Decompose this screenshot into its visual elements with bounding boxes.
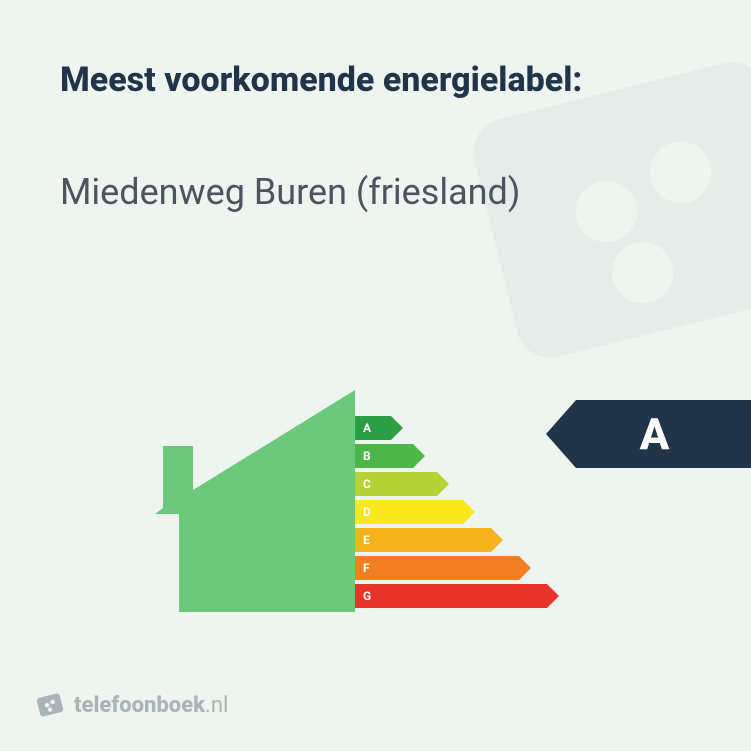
bar-label: D: [363, 500, 371, 524]
bar-label: A: [363, 416, 371, 440]
phonebook-icon: [36, 691, 64, 719]
bar-label: F: [363, 556, 370, 580]
footer-brand: telefoonboek.nl: [36, 691, 228, 719]
badge-arrow-icon: [546, 400, 576, 468]
selected-label-badge: A: [546, 400, 751, 468]
bar-label: E: [363, 528, 370, 552]
house-icon: [155, 390, 355, 625]
bar-label: C: [363, 472, 371, 496]
location-subtitle: Miedenweg Buren (friesland): [60, 170, 691, 215]
brand-thin: .nl: [205, 693, 228, 718]
energy-label-chart: ABCDEFG: [155, 390, 585, 625]
page-title: Meest voorkomende energielabel:: [60, 60, 691, 100]
brand-text: telefoonboek.nl: [74, 693, 228, 718]
badge-letter: A: [640, 408, 670, 460]
brand-bold: telefoonboek: [74, 693, 205, 718]
bar-label: G: [363, 584, 371, 608]
bar-label: B: [363, 444, 371, 468]
